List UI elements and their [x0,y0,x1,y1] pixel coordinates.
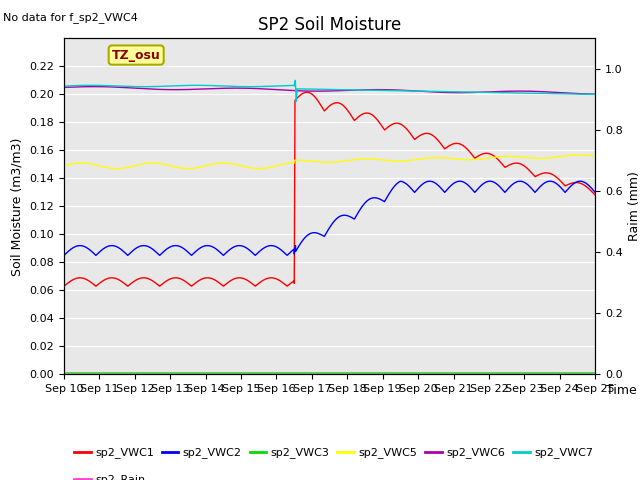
Text: Time: Time [606,384,637,397]
Title: SP2 Soil Moisture: SP2 Soil Moisture [258,16,401,34]
Y-axis label: Raim (mm): Raim (mm) [628,171,640,241]
Text: TZ_osu: TZ_osu [112,48,161,61]
Legend: sp2_Rain: sp2_Rain [70,470,150,480]
Y-axis label: Soil Moisture (m3/m3): Soil Moisture (m3/m3) [11,137,24,276]
Text: No data for f_sp2_VWC4: No data for f_sp2_VWC4 [3,12,138,23]
